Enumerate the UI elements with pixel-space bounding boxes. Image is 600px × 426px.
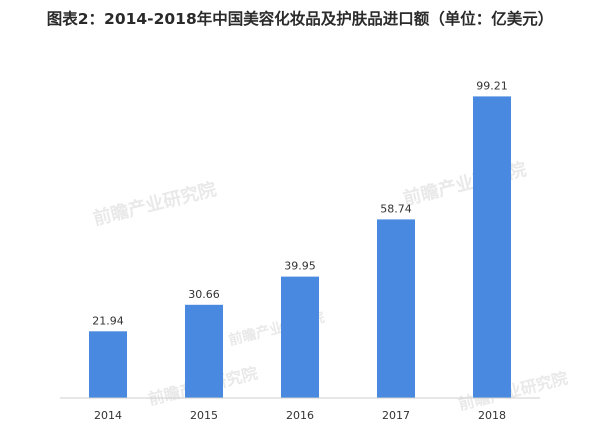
- x-tick-labels: 2014 2015 2016 2017 2018: [94, 409, 506, 422]
- bar-2017: [377, 219, 415, 398]
- value-label-2015: 30.66: [188, 288, 220, 301]
- value-label-2014: 21.94: [92, 314, 124, 327]
- bars-group: 21.94 30.66 39.95 58.74 99.21: [89, 79, 511, 399]
- value-label-2018: 99.21: [476, 79, 508, 92]
- bar-2016: [281, 276, 319, 398]
- bar-2018: [473, 96, 511, 399]
- x-tick-2018: 2018: [478, 409, 506, 422]
- bar-2014: [89, 331, 127, 398]
- chart-title: 图表2：2014-2018年中国美容化妆品及护肤品进口额（单位：亿美元）: [46, 10, 554, 28]
- value-label-2017: 58.74: [380, 202, 412, 215]
- bar-2015: [185, 304, 223, 398]
- watermark-0: 前瞻产业研究院: [91, 178, 219, 230]
- value-label-2016: 39.95: [284, 260, 316, 273]
- x-tick-2015: 2015: [190, 409, 218, 422]
- x-tick-2014: 2014: [94, 409, 122, 422]
- x-tick-2016: 2016: [286, 409, 314, 422]
- x-tick-2017: 2017: [382, 409, 410, 422]
